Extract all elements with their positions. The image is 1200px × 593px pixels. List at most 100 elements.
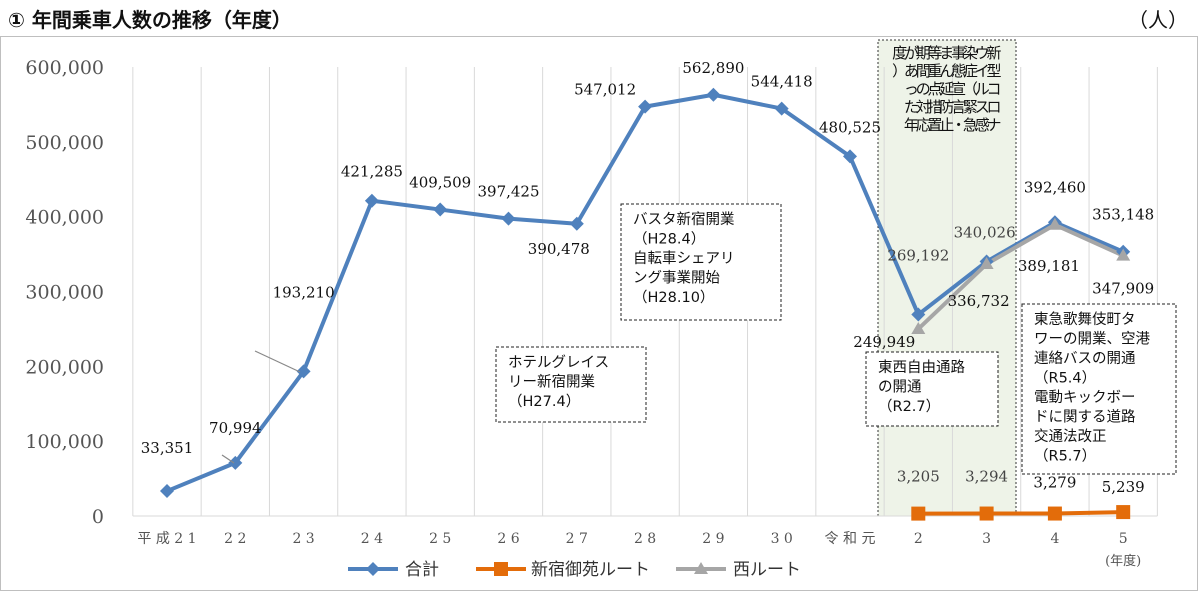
x-tick-label: 2 7	[566, 531, 588, 547]
annotation-text: ホテルグレイス	[508, 354, 609, 371]
x-tick-label: 3	[982, 531, 991, 547]
y-tick-label: 400,000	[25, 207, 104, 229]
annotation-text: ドに関する道路	[1034, 409, 1136, 426]
leader-line	[221, 454, 235, 464]
annotation-text: （R5.4）	[1034, 370, 1096, 387]
x-tick-label: 5	[1119, 531, 1128, 547]
legend-marker	[494, 562, 508, 576]
annotation-text: （R5.7）	[1034, 448, 1096, 465]
total-data-label: 544,418	[751, 73, 813, 91]
gyoen-data-label: 3,294	[965, 468, 1008, 486]
legend-label: 新宿御苑ルート	[531, 560, 650, 580]
x-tick-label: 2 8	[634, 531, 656, 547]
covid-note-char: 度	[892, 44, 907, 62]
gyoen-data-label: 5,239	[1102, 478, 1145, 496]
total-point	[638, 99, 653, 114]
page-title: ① 年間乗車人数の推移（年度）	[8, 8, 292, 32]
covid-note-char: 応	[916, 116, 931, 134]
covid-note-char: あ	[904, 62, 919, 80]
annotation-text: （R2.7）	[878, 398, 940, 415]
covid-note-char: （	[963, 80, 978, 98]
covid-note-char: ル	[975, 80, 990, 98]
total-data-label: 392,460	[1024, 178, 1086, 196]
covid-note-char: 延	[939, 80, 954, 98]
annotation-box	[495, 346, 647, 423]
total-data-label: 353,148	[1092, 206, 1154, 224]
total-point	[569, 216, 584, 231]
covid-note-char: 染	[963, 44, 978, 62]
x-tick-label: 2 5	[429, 531, 451, 547]
annotation-text: 電動キックボー	[1034, 389, 1136, 406]
nishi-point	[979, 257, 994, 270]
total-data-label: 421,285	[341, 163, 403, 181]
x-tick-label: 2 9	[702, 531, 724, 547]
annotation-box	[1021, 303, 1177, 475]
covid-note-char: 期	[916, 44, 931, 62]
total-data-label: 390,478	[528, 240, 590, 258]
unit-label: （人）	[1128, 8, 1188, 32]
covid-note-char: 年	[904, 116, 919, 134]
covid-note-char: 言	[951, 98, 966, 116]
covid-note-char: 態	[951, 62, 966, 80]
gyoen-data-label: 3,279	[1033, 474, 1076, 492]
x-tick-label: 2 6	[497, 531, 519, 547]
total-point	[843, 149, 857, 164]
gyoen-point	[1116, 505, 1131, 520]
annotation-text: リー新宿開業	[508, 374, 595, 391]
gyoen-point	[979, 506, 994, 521]
legend-marker	[366, 562, 380, 576]
y-tick-label: 200,000	[25, 356, 104, 378]
covid-note-char: 宣	[951, 80, 966, 98]
covid-note-char: ・	[951, 116, 966, 134]
annotation-box	[620, 203, 782, 321]
total-data-label: 480,525	[819, 118, 881, 136]
covid-note-char: イ	[975, 62, 990, 80]
annotation-text: バスタ新宿開業	[633, 211, 735, 228]
covid-note-char: ん	[939, 62, 954, 80]
total-data-label: 340,026	[954, 224, 1016, 242]
chart-frame	[0, 36, 1198, 591]
gyoen-data-label: 3,205	[897, 468, 940, 486]
total-point	[706, 87, 721, 102]
annotation-text: 東急歌舞伎町タ	[1034, 311, 1136, 328]
covid-note-char: 対	[916, 98, 931, 116]
y-tick-label: 300,000	[25, 282, 104, 304]
covid-note-char: 間	[916, 62, 931, 80]
leader-line	[254, 350, 301, 373]
covid-note-char: ま	[939, 44, 954, 62]
y-tick-label: 100,000	[25, 431, 104, 453]
covid-note-char: 急	[963, 116, 978, 134]
covid-note-char: 止	[939, 116, 954, 134]
nishi-point	[1116, 248, 1131, 261]
total-data-label: 562,890	[682, 59, 744, 77]
annotation-text: 交通法改正	[1034, 427, 1107, 445]
covid-note-char: た	[904, 98, 919, 116]
legend-marker	[694, 562, 708, 574]
total-data-label: 397,425	[477, 183, 539, 201]
annotation-text: 自転車シェアリ	[633, 250, 735, 267]
y-tick-label: 600,000	[25, 57, 104, 79]
covid-note-char: ロ	[986, 98, 1001, 116]
covid-note-char: ）	[892, 62, 907, 80]
covid-note-char: 事	[951, 44, 966, 62]
covid-note-char: が	[904, 44, 919, 62]
nishi-data-label: 249,949	[853, 333, 915, 351]
covid-note-char: の	[916, 80, 931, 98]
total-data-label: 547,012	[574, 81, 636, 99]
total-point	[160, 484, 174, 499]
annotation-text: （H27.4）	[508, 393, 580, 410]
covid-note-char: 型	[986, 62, 1001, 80]
x-tick-label: 令 和 元	[825, 531, 876, 547]
covid-note-char: 症	[963, 62, 978, 80]
x-tick-label: 2	[914, 531, 923, 547]
total-point	[774, 101, 789, 116]
nishi-data-label: 347,909	[1092, 280, 1154, 298]
x-tick-label: 2 4	[361, 531, 383, 547]
x-axis-label: (年度)	[1105, 553, 1141, 569]
covid-note-char: 重	[927, 62, 942, 80]
gyoen-point	[1047, 506, 1062, 521]
x-tick-label: 3 0	[771, 531, 793, 547]
covid-note-char: 措	[927, 98, 942, 116]
